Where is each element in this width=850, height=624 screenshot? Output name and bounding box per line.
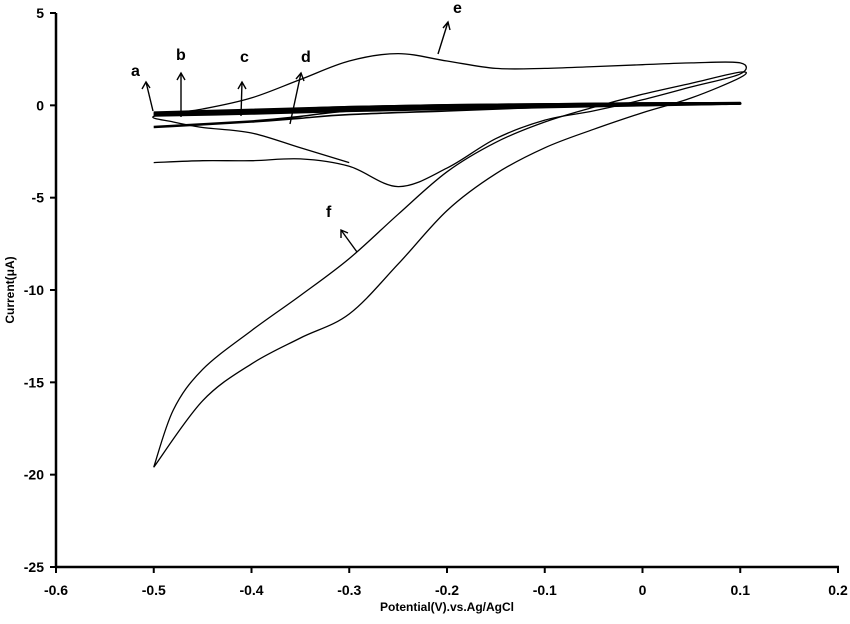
x-tick-label: 0.1 — [731, 582, 751, 598]
arrow-e — [437, 20, 451, 55]
curve-d — [153, 101, 741, 129]
x-tick-label: -0.4 — [239, 582, 263, 598]
curve-label-d: d — [301, 49, 311, 66]
x-axis-ticks: -0.6 -0.5 -0.4 -0.3 -0.2 -0.1 0 0.1 0.2 — [44, 567, 848, 598]
y-tick-label: -10 — [24, 282, 44, 298]
x-tick-label: -0.2 — [435, 582, 459, 598]
arrow-f — [340, 228, 358, 253]
curve-e — [152, 52, 747, 188]
axes: -0.6 -0.5 -0.4 -0.3 -0.2 -0.1 0 0.1 0.2 5 0 -5 -10 -… — [24, 5, 848, 598]
y-tick-label: -20 — [24, 467, 44, 483]
x-tick-label: -0.3 — [337, 582, 361, 598]
curve-label-b: b — [176, 47, 186, 64]
x-tick-label: 0.2 — [828, 582, 848, 598]
plot-area — [152, 52, 747, 468]
x-tick-label: -0.5 — [142, 582, 166, 598]
arrow-d — [289, 71, 305, 125]
x-axis-title: Potential(V).vs.Ag/AgCl — [380, 600, 514, 614]
y-axis-title: Current(μA) — [3, 256, 17, 323]
arrow-a — [141, 80, 154, 112]
y-tick-label: -15 — [24, 374, 44, 390]
x-tick-label: -0.6 — [44, 582, 68, 598]
x-tick-label: -0.1 — [533, 582, 557, 598]
label-arrows — [141, 20, 451, 253]
y-tick-label: 5 — [36, 5, 44, 21]
arrow-b — [176, 71, 186, 117]
x-tick-label: 0 — [639, 582, 647, 598]
y-tick-label: 0 — [36, 97, 44, 113]
y-tick-label: -25 — [24, 559, 44, 575]
y-tick-label: -5 — [32, 190, 45, 206]
y-axis-ticks: 5 0 -5 -10 -15 -20 -25 — [24, 5, 56, 575]
curve-label-f: f — [326, 204, 332, 221]
curve-label-a: a — [131, 63, 140, 80]
arrow-c — [237, 80, 247, 117]
curve-label-e: e — [453, 0, 462, 17]
curve-label-c: c — [240, 49, 249, 66]
curve-f — [153, 71, 747, 468]
